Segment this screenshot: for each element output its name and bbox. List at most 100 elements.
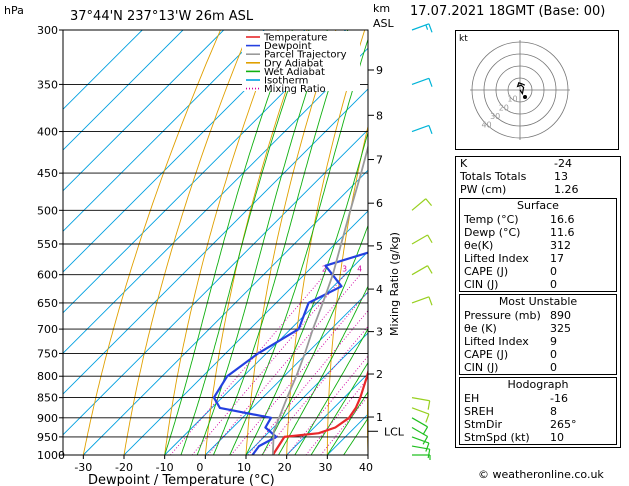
km-tick-label: 2 [376,368,383,381]
wind-barb-shaft [411,407,430,415]
most-unstable-title: Most Unstable [498,295,578,308]
surface-value: 17 [550,252,564,265]
km-tick-label: 7 [376,154,383,167]
pressure-tick-label: 950 [37,431,58,444]
legend-label: Mixing Ratio [264,84,326,95]
mixing-ratio-line [230,290,368,455]
surface-row: θe(K) 312 [460,239,616,252]
pressure-tick-label: 850 [37,392,58,405]
wind-barb-shaft [411,198,427,211]
mixing-ratio-label: 4 [357,265,362,274]
wind-barb-shaft [411,397,430,402]
wind-barb-flag [428,125,433,135]
wind-barb-flag [428,23,433,33]
wet-adiabat-line [294,327,368,455]
surface-value: 11.6 [550,226,575,239]
x-axis-title: Dewpoint / Temperature (°C) [88,473,275,486]
mixing-ratio-axis-title: Mixing Ratio (g/kg) [388,232,401,336]
dry-adiabat-line [406,30,451,455]
surface-label: θe(K) [464,239,494,252]
mixing-ratio-label: 15 [432,265,442,274]
legend-label: Dry Adiabat [264,58,323,69]
surface-label: Dewp (°C) [464,226,521,239]
temperature-tick-label: -10 [156,461,174,474]
index-value: 13 [554,170,568,183]
temperature-tick-label: 0 [196,461,203,474]
most-unstable-label: θe (K) [464,322,497,335]
asl-axis-unit: ASL [373,17,395,30]
hodograph-stat-value: 265° [550,418,577,431]
surface-label: CAPE (J) [464,265,509,278]
dry-adiabat-line [164,30,279,455]
hodograph-stats-rows: EH -16 SREH 8 StmDir 265° StmSpd (kt) 10 [460,392,616,444]
hodograph-ring-label: 30 [490,112,500,121]
legend-background [242,31,360,91]
wind-barb [411,426,429,445]
credit-footer: © weatheronline.co.uk [478,468,604,481]
pressure-tick-label: 600 [37,269,58,282]
dry-adiabat-line [123,30,250,455]
most-unstable-label: Lifted Index [464,335,529,348]
most-unstable-section: Most Unstable Pressure (mb) 890 θe (K) 325 L… [459,294,617,375]
isotherm-line [204,291,368,455]
km-tick-label: 5 [376,240,383,253]
km-tick-label: 9 [376,64,383,77]
hodograph-stat-label: StmSpd (kt) [464,431,530,444]
wind-barb-flag [428,296,433,306]
isotherm-line [63,30,265,232]
surface-label: Temp (°C) [464,213,519,226]
temperature-series-line [271,368,368,455]
wind-barb-flag [425,24,429,30]
hodograph-stat-value: 10 [550,431,564,444]
surface-value: 312 [550,239,571,252]
wind-barb [411,77,433,87]
mixing-ratio-label: 6 [379,265,384,274]
hodograph-ring-label: 20 [499,103,509,112]
wind-barb-flag [427,449,431,459]
surface-value: 0 [550,265,557,278]
isotherm-line [63,30,306,273]
index-value: 1.26 [554,183,579,196]
km-tick-label: 1 [376,411,383,424]
pressure-tick-label: 550 [37,238,58,251]
wet-adiabat-line [326,390,368,455]
index-value: -24 [554,157,572,170]
isotherm-line [245,332,368,455]
hodograph-stat-row: EH -16 [460,392,616,405]
dry-adiabat-line [326,124,368,455]
wind-barb-shaft [411,77,430,85]
pressure-tick-label: 900 [37,412,58,425]
surface-label: Lifted Index [464,252,529,265]
index-row: K -24 [456,157,620,170]
station-location: 37°44'N 237°13'W 26m ASL [70,9,254,24]
wind-barb [411,124,433,135]
isotherm-line [63,30,347,314]
hodograph-stat-label: SREH [464,405,494,418]
surface-row: Lifted Index 17 [460,252,616,265]
most-unstable-value: 890 [550,309,571,322]
hodograph-stats-title: Hodograph [507,378,569,391]
wind-barb-shaft [411,296,430,304]
wind-barb-shaft [411,234,428,245]
hodograph-stat-label: EH [464,392,480,405]
pressure-tick-label: 1000 [37,449,65,462]
hodograph-stat-label: StmDir [464,418,503,431]
hodograph-unit: kt [459,34,468,44]
temperature-tick-label: -30 [74,461,92,474]
temperature-tick-label: -20 [115,461,133,474]
index-row: PW (cm) 1.26 [456,183,620,196]
surface-row: Dewp (°C) 11.6 [460,226,616,239]
hodograph-stat-value: 8 [550,405,557,418]
isotherm-line [286,373,368,455]
wind-barb [411,234,433,245]
most-unstable-value: 325 [550,322,571,335]
most-unstable-row: CIN (J) 0 [460,361,616,374]
wet-adiabat-line [310,361,368,455]
km-tick-label: 3 [376,326,383,339]
legend-label: Wet Adiabat [264,67,325,78]
most-unstable-row: θe (K) 325 [460,322,616,335]
most-unstable-label: Pressure (mb) [464,309,541,322]
isotherm-line [63,30,143,110]
km-tick-label: 6 [376,197,383,210]
wind-barb-flag [425,198,433,207]
